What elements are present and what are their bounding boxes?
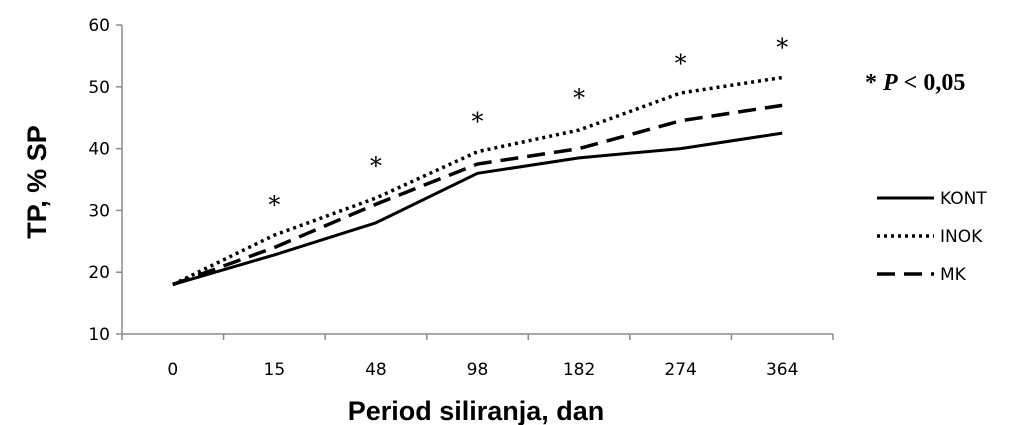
y-tick-label: 40: [88, 140, 110, 160]
x-axis-title: Period siliranja, dan: [348, 396, 605, 425]
x-tick-label: 182: [563, 360, 595, 380]
p-annotation-text: < 0,05: [904, 70, 966, 96]
p-annotation-star: *: [865, 70, 877, 96]
x-tick-labels: 0 15 48 98 182 274 364: [167, 360, 798, 380]
series-lines: [172, 75, 783, 287]
x-tick-label: 98: [467, 360, 489, 380]
y-tick-label: 50: [88, 78, 110, 98]
p-annotation-letter: P: [882, 70, 898, 96]
legend-label-kont: KONT: [940, 189, 987, 209]
significance-star: *: [268, 191, 280, 219]
y-tick-label: 60: [88, 16, 110, 36]
series-line-kont: [172, 131, 783, 286]
significance-star: *: [776, 34, 788, 62]
legend-label-mk: MK: [940, 265, 967, 285]
svg-text:* P < 0,05: * P < 0,05: [865, 70, 965, 96]
x-tick-label: 0: [167, 360, 178, 380]
y-tick-label: 10: [88, 325, 110, 345]
series-line-mk: [172, 103, 783, 287]
significance-star: *: [370, 152, 382, 180]
significance-markers: * * * * * *: [268, 34, 788, 220]
x-tick-label: 48: [365, 360, 387, 380]
significance-star: *: [472, 108, 484, 136]
y-tick-label: 20: [88, 263, 110, 283]
y-tick-labels: 10 20 30 40 50 60: [88, 16, 110, 345]
legend: KONT INOK MK: [877, 189, 987, 285]
legend-label-inok: INOK: [940, 227, 983, 247]
axes: [116, 24, 834, 340]
x-tick-label: 364: [766, 360, 798, 380]
significance-star: *: [573, 84, 585, 112]
x-tick-label: 15: [264, 360, 286, 380]
significance-star: *: [675, 50, 687, 78]
x-tick-label: 274: [664, 360, 696, 380]
p-value-annotation: * P < 0,05: [865, 70, 965, 96]
series-line-inok: [172, 75, 783, 287]
y-tick-label: 30: [88, 201, 110, 221]
y-axis-title: TP, % SP: [22, 125, 52, 239]
